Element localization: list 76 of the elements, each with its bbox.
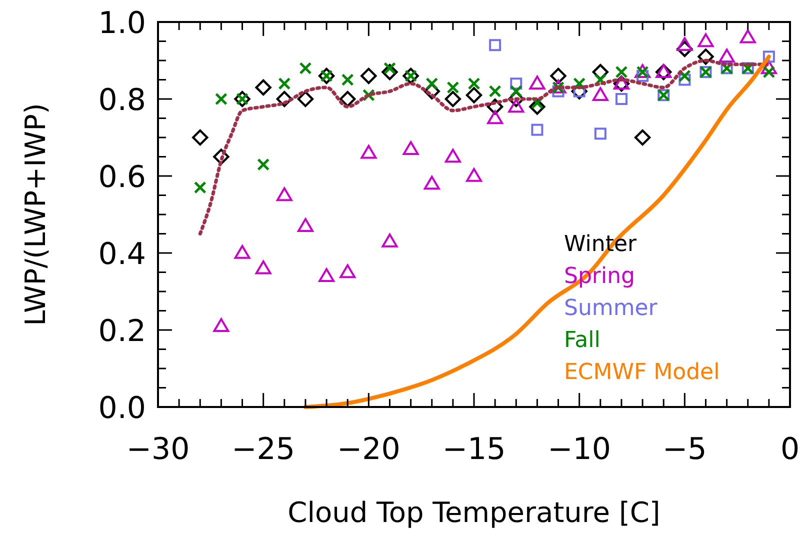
- point: [340, 264, 356, 278]
- y-tick-label: 0.8: [98, 82, 146, 118]
- point: [318, 268, 335, 282]
- point: [194, 181, 206, 194]
- x-tick-label: −15: [442, 432, 506, 467]
- point: [340, 90, 356, 108]
- point: [382, 64, 398, 80]
- point: [214, 92, 228, 106]
- y-tick-label: 0.0: [98, 390, 146, 426]
- point: [402, 141, 419, 155]
- point: [341, 74, 354, 86]
- point: [360, 68, 377, 84]
- point: [360, 144, 377, 159]
- point: [550, 68, 566, 84]
- point: [486, 98, 504, 115]
- text: Summer: [564, 296, 658, 321]
- point: [255, 79, 272, 96]
- point: [510, 78, 522, 90]
- x-tick-label: −30: [126, 432, 190, 467]
- x-tick-label: 0: [780, 432, 800, 467]
- point: [678, 74, 691, 86]
- point: [487, 110, 504, 124]
- point: [297, 90, 314, 108]
- point: [276, 187, 292, 202]
- point: [468, 77, 480, 90]
- text: Fall: [564, 328, 600, 353]
- point: [382, 233, 398, 248]
- point: [276, 90, 292, 108]
- point: [446, 81, 460, 94]
- x-tick-label: −20: [337, 432, 400, 467]
- point: [234, 245, 250, 259]
- point: [698, 33, 714, 48]
- point: [510, 85, 522, 98]
- point: [615, 66, 628, 78]
- point: [192, 129, 208, 146]
- y-tick-label: 0.2: [98, 314, 146, 349]
- text: ECMWF Model: [564, 360, 720, 385]
- y-tick-label: 1.0: [98, 6, 146, 41]
- x-tick-label: −25: [232, 432, 295, 467]
- point: [488, 85, 502, 98]
- point: [213, 148, 230, 165]
- point: [213, 318, 230, 332]
- point: [257, 158, 270, 171]
- point: [592, 87, 608, 102]
- x-tick-label: −5: [662, 432, 707, 467]
- point: [255, 260, 272, 274]
- point: [466, 168, 482, 182]
- y-tick-label: 0.6: [98, 160, 146, 195]
- point: [678, 70, 691, 82]
- point: [508, 98, 524, 113]
- point: [594, 128, 606, 140]
- point: [529, 76, 546, 90]
- point: [740, 29, 756, 44]
- point: [424, 176, 440, 190]
- point: [297, 218, 314, 232]
- x-axis-title: Cloud Top Temperature [C]: [288, 496, 660, 529]
- point: [531, 124, 544, 136]
- point: [760, 60, 777, 74]
- point: [634, 129, 651, 146]
- point: [718, 48, 735, 63]
- y-axis-title: LWP/(LWP+IWP): [19, 103, 52, 326]
- point: [444, 90, 462, 108]
- point: [466, 87, 482, 104]
- point: [615, 93, 628, 105]
- point: [278, 77, 291, 90]
- point: [762, 50, 775, 63]
- point: [426, 77, 438, 90]
- point: [489, 39, 502, 52]
- point: [299, 62, 312, 74]
- y-tick-label: 0.4: [98, 236, 146, 272]
- point: [676, 37, 693, 51]
- point: [676, 40, 693, 58]
- x-tick-label: −10: [548, 432, 611, 467]
- point: [529, 98, 546, 115]
- point: [698, 48, 714, 65]
- point: [444, 148, 461, 163]
